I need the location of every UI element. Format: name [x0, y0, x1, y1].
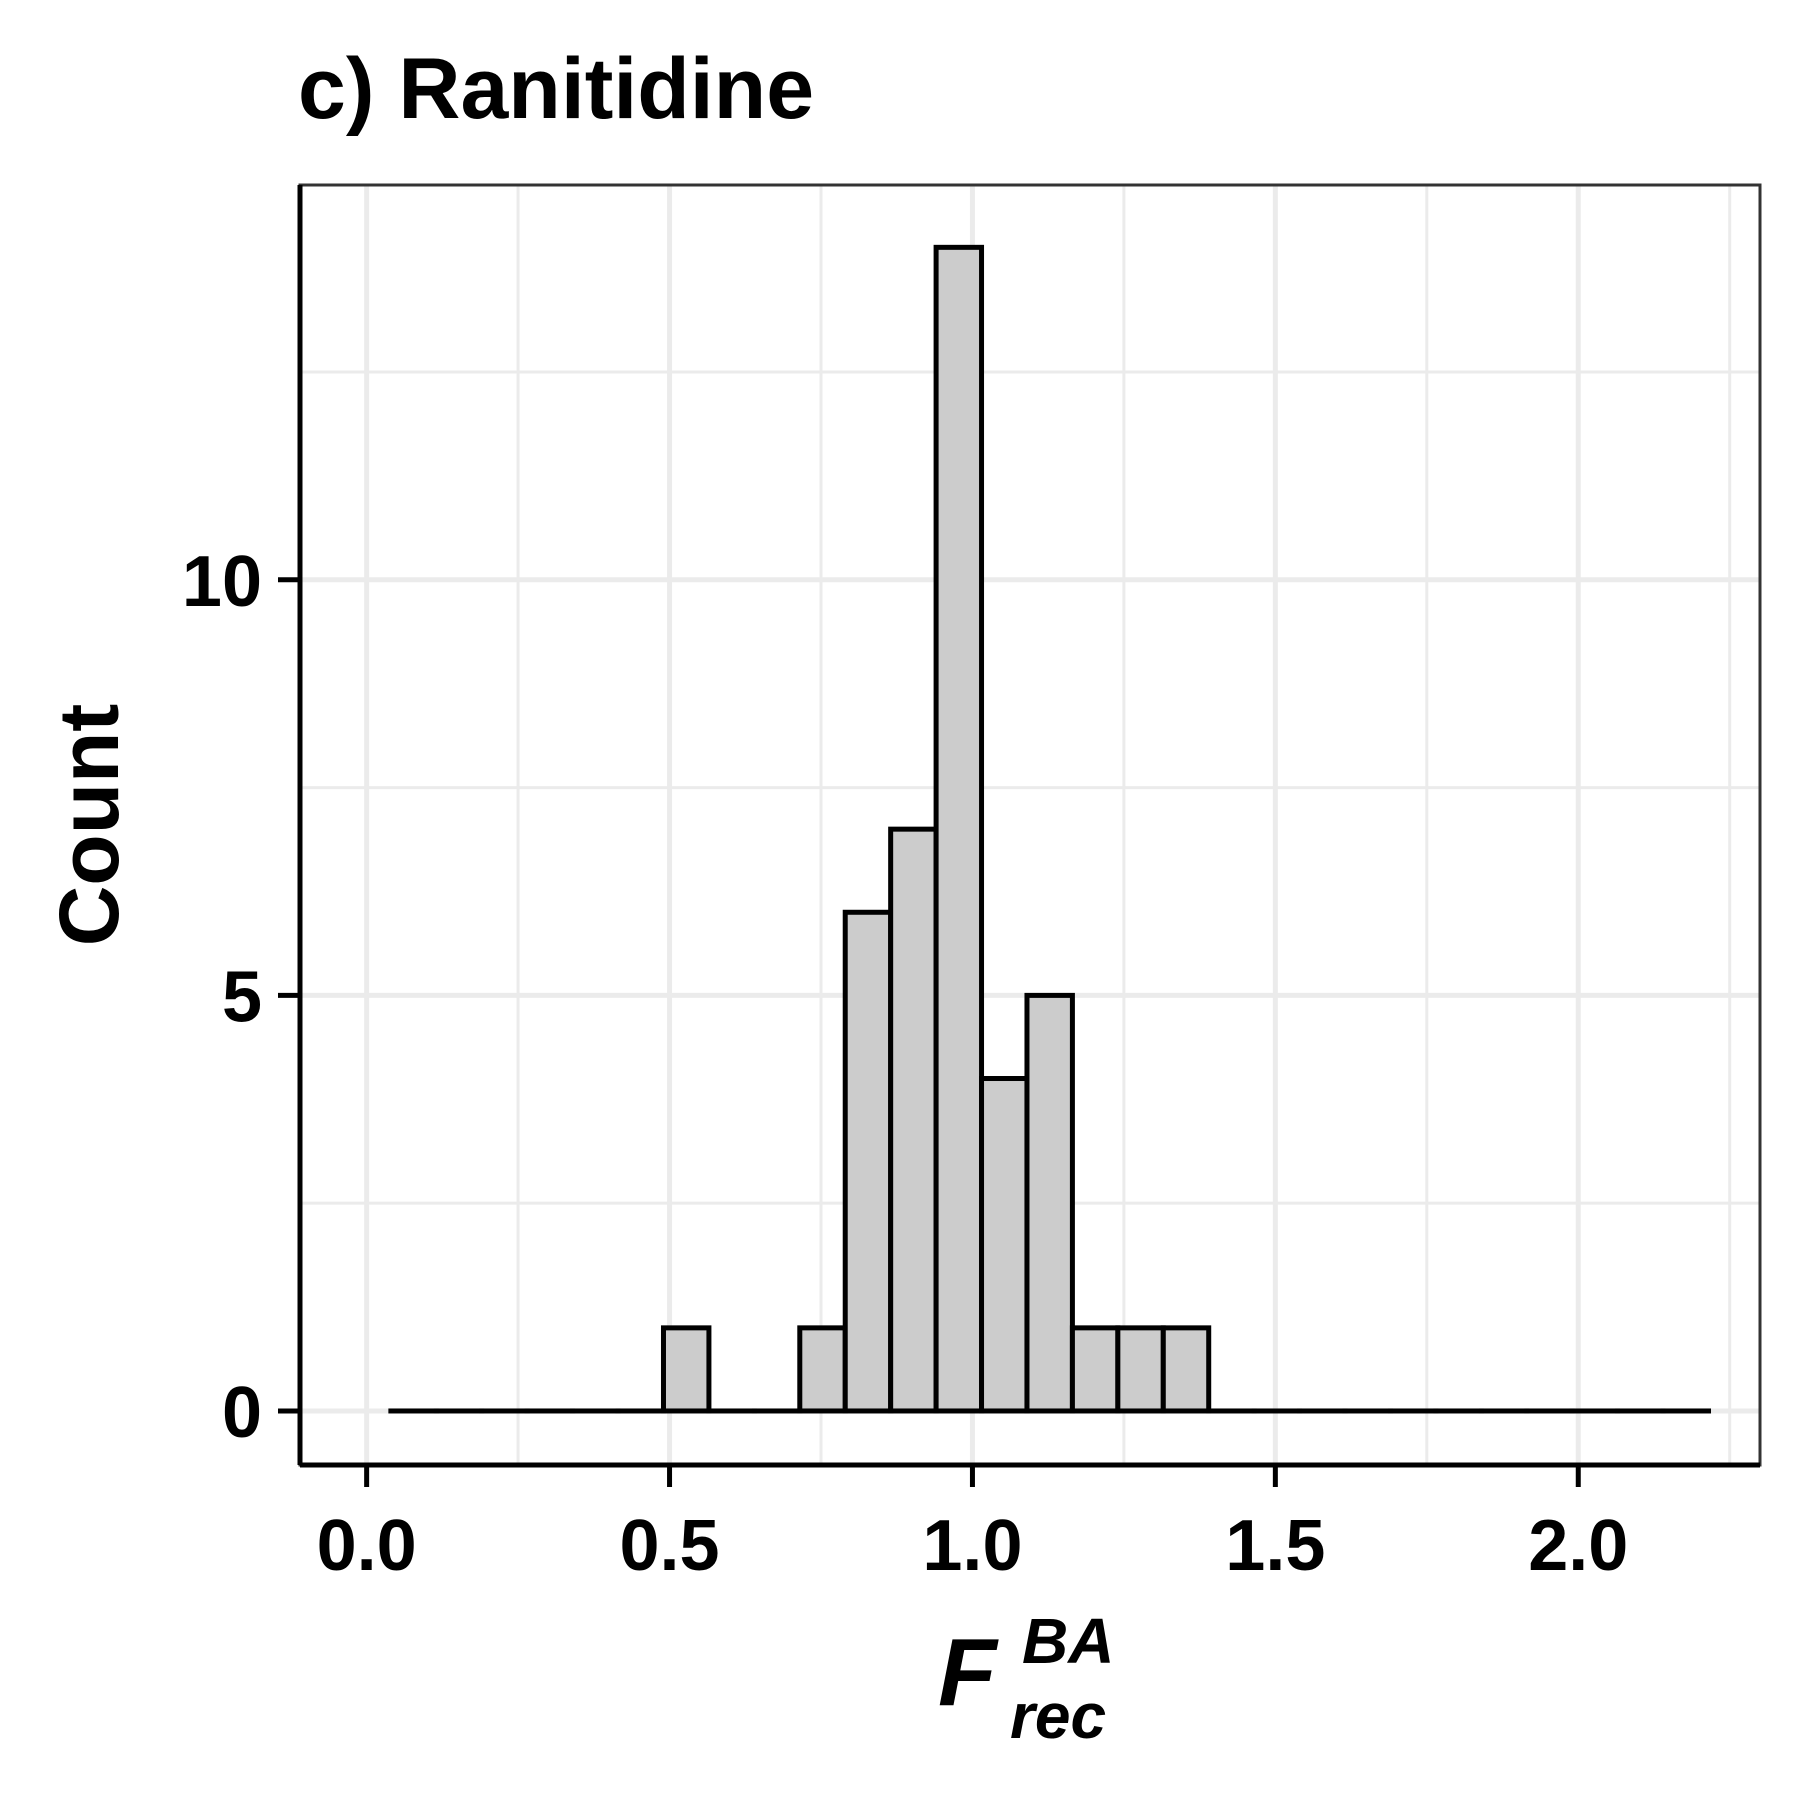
x-tick-label: 2.0: [1528, 1506, 1628, 1586]
histogram-bar: [1115, 1325, 1166, 1414]
x-tick-label: 1.5: [1225, 1506, 1325, 1586]
x-tick-label: 1.0: [922, 1506, 1022, 1586]
y-axis-label: Count: [42, 704, 136, 947]
histogram-bar: [660, 1325, 712, 1414]
x-axis-label: F BA rec: [938, 1605, 1114, 1752]
y-tick-labels: 0 5 10: [182, 542, 262, 1453]
chart-title: c) Ranitidine: [298, 41, 814, 137]
y-tick-label: 10: [182, 542, 262, 622]
histogram-bar: [842, 909, 894, 1414]
x-axis-label-subscript: rec: [1010, 1680, 1106, 1752]
histogram-bar: [933, 244, 985, 1414]
x-tick-labels: 0.0 0.5 1.0 1.5 2.0: [317, 1506, 1629, 1586]
y-tick-label: 0: [222, 1373, 262, 1453]
histogram-bar: [888, 826, 939, 1414]
x-tick-label: 0.5: [619, 1506, 719, 1586]
bars: [388, 244, 1712, 1414]
histogram-bar: [1024, 992, 1075, 1414]
x-tick-label: 0.0: [317, 1506, 417, 1586]
histogram-bar: [797, 1325, 848, 1414]
x-axis-label-base: F: [938, 1619, 999, 1726]
histogram-bar: [1069, 1325, 1121, 1414]
histogram-bar: [979, 1076, 1030, 1414]
histogram-bar: [1160, 1325, 1212, 1414]
axes: [278, 185, 1760, 1487]
y-tick-label: 5: [222, 957, 262, 1037]
x-axis-label-superscript: BA: [1022, 1605, 1114, 1677]
